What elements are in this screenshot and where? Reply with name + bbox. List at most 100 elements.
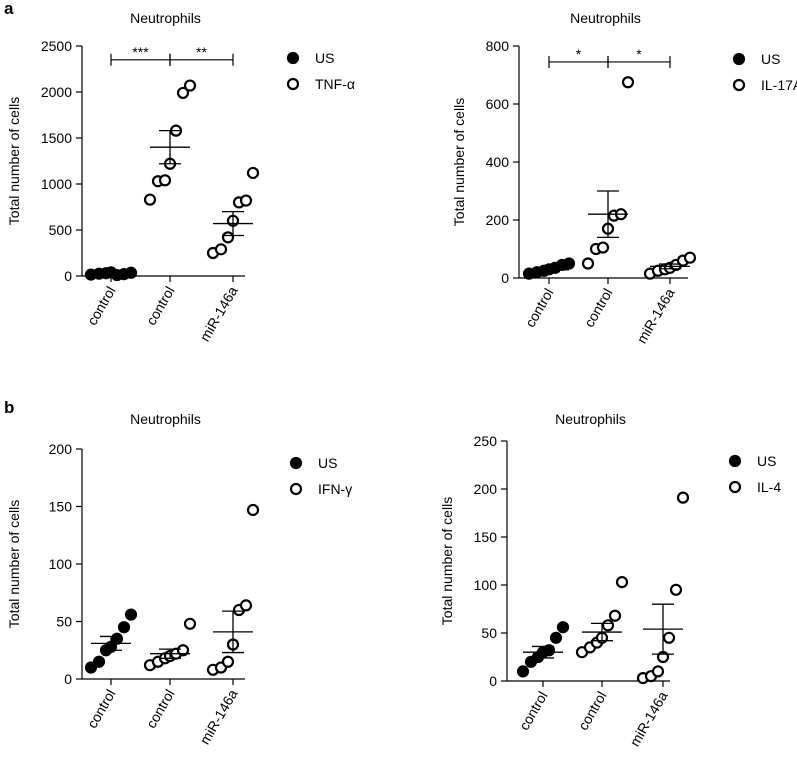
data-point	[669, 583, 683, 596]
data-point	[246, 166, 260, 180]
y-tick-label: 800	[486, 38, 510, 54]
panel-letter-a: a	[4, 0, 14, 18]
data-point	[676, 491, 690, 504]
y-tick-label: 600	[486, 96, 510, 112]
chart-4: Neutrophils 0 50 100 150 200 250 Total number o…	[439, 411, 781, 749]
data-point	[214, 243, 228, 256]
legend-label: US	[318, 455, 337, 471]
y-tick-label: 50	[56, 614, 72, 630]
data-point	[221, 231, 235, 244]
data-point	[596, 241, 610, 254]
chart-title: Neutrophils	[130, 10, 201, 26]
chart-title: Neutrophils	[570, 10, 641, 26]
data-point	[662, 631, 676, 644]
data-point	[221, 655, 235, 668]
data-point	[608, 609, 622, 622]
y-tick-label: 200	[474, 481, 498, 497]
significance-label: **	[196, 44, 207, 60]
data-point	[92, 655, 106, 668]
data-point	[683, 251, 697, 264]
x-tick-label: miR-146a	[196, 283, 240, 344]
y-tick-label: 500	[49, 222, 73, 238]
x-tick-label: control	[581, 286, 616, 330]
data-point	[601, 619, 615, 632]
x-tick-label: control	[84, 687, 119, 731]
data-point	[246, 503, 260, 517]
y-tick-label: 400	[486, 154, 510, 170]
data-point	[124, 266, 138, 279]
panel-letter-b: b	[4, 398, 15, 417]
y-tick-label: 250	[474, 433, 498, 449]
x-tick-label: miR-146a	[196, 686, 240, 747]
chart-3: Neutrophils 0 50 100 150 200 Total number of c…	[6, 411, 352, 747]
chart-1: Neutrophils 0 500 1000 1500 2000 2500 Total num…	[6, 10, 355, 344]
chart-2: Neutrophils 0 200 400 600 800 Total number of …	[451, 10, 797, 346]
data-point	[239, 194, 253, 207]
legend-marker	[286, 77, 300, 91]
x-tick-label: control	[575, 689, 610, 733]
data-point	[176, 644, 190, 657]
y-tick-label: 0	[501, 270, 509, 286]
y-tick-label: 100	[49, 556, 73, 572]
data-point	[615, 576, 629, 589]
data-point	[176, 86, 190, 100]
legend-marker	[728, 480, 742, 494]
x-tick-label: control	[143, 687, 178, 731]
y-tick-label: 1500	[41, 130, 72, 146]
legend-label: IFN-γ	[318, 481, 352, 497]
y-tick-label: 0	[489, 673, 497, 689]
legend-label: US	[315, 50, 334, 66]
data-point	[651, 665, 665, 678]
significance-label: *	[576, 46, 582, 62]
y-tick-label: 1000	[41, 176, 72, 192]
data-point	[158, 174, 172, 187]
y-tick-label: 2000	[41, 84, 72, 100]
data-point	[124, 608, 138, 621]
y-axis-label: Total number of cells	[439, 497, 455, 625]
y-tick-label: 50	[481, 625, 497, 641]
y-tick-label: 0	[64, 268, 72, 284]
x-tick-label: control	[522, 286, 557, 330]
y-tick-label: 200	[486, 212, 510, 228]
x-tick-label: control	[516, 689, 551, 733]
legend-label: IL-4	[757, 479, 781, 495]
legend-marker	[286, 51, 300, 65]
legend-label: IL-17A	[761, 77, 797, 93]
y-axis-label: Total number of cells	[6, 97, 22, 225]
legend-label: TNF-α	[315, 76, 355, 92]
data-point	[143, 193, 157, 206]
y-tick-label: 150	[474, 529, 498, 545]
x-tick-label: control	[143, 284, 178, 328]
legend-marker	[728, 454, 742, 468]
data-point	[621, 76, 635, 89]
y-tick-label: 100	[474, 577, 498, 593]
y-axis-label: Total number of cells	[451, 98, 467, 226]
significance-label: ***	[132, 44, 149, 60]
data-point	[183, 617, 197, 630]
significance-label: *	[636, 46, 642, 62]
data-point	[562, 257, 576, 270]
data-point	[84, 661, 98, 674]
data-point	[581, 257, 595, 270]
y-tick-label: 0	[64, 671, 72, 687]
chart-title: Neutrophils	[555, 411, 626, 427]
legend-label: US	[761, 51, 780, 67]
legend-marker	[732, 78, 746, 92]
legend-label: US	[757, 453, 776, 469]
data-point	[556, 621, 570, 634]
data-point	[239, 599, 253, 612]
legend-marker	[732, 52, 746, 66]
data-point	[110, 632, 124, 645]
y-tick-label: 150	[49, 499, 73, 515]
y-axis-label: Total number of cells	[6, 500, 22, 628]
x-tick-label: miR-146a	[626, 688, 670, 749]
y-tick-label: 2500	[41, 38, 72, 54]
x-tick-label: control	[84, 284, 119, 328]
legend-marker	[289, 456, 303, 470]
data-point	[549, 631, 563, 644]
data-point	[183, 79, 197, 92]
x-tick-label: miR-146a	[633, 285, 677, 346]
data-point	[516, 665, 530, 678]
chart-title: Neutrophils	[130, 411, 201, 427]
